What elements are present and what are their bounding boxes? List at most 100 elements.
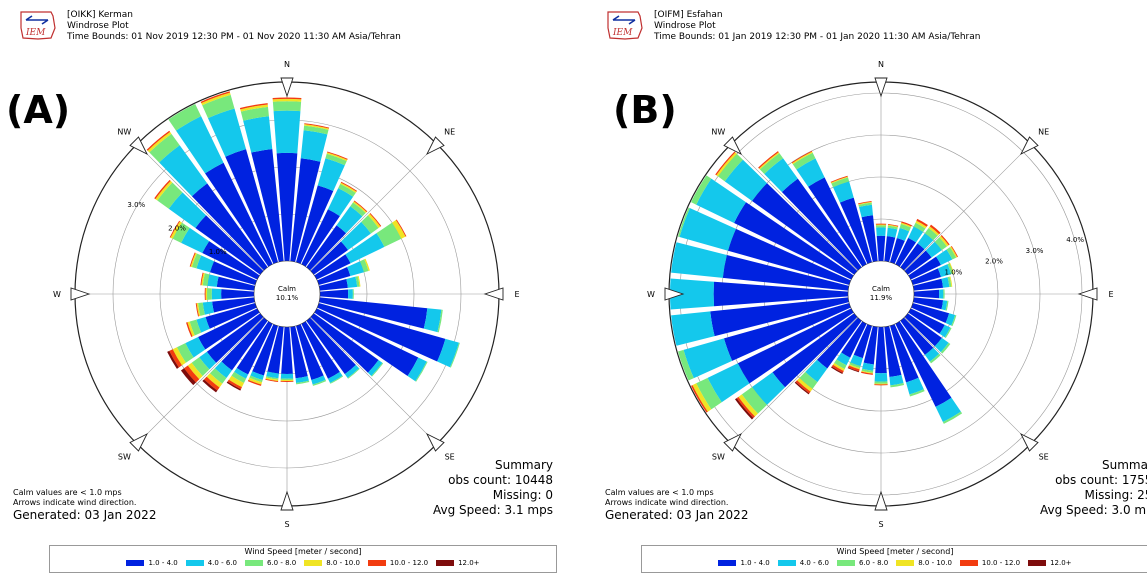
windrose-bar-340-3 [201, 92, 231, 106]
windrose-bar-0-0 [276, 152, 298, 262]
windrose-bar-210-1 [234, 367, 249, 379]
header-text: [OIKK] Kerman Windrose Plot Time Bounds:… [67, 10, 401, 43]
windrose-bar-210-0 [236, 321, 273, 375]
compass-label-nw: NW [117, 127, 131, 136]
windrose-bar-320-3 [147, 131, 172, 153]
windrose-bar-230-1 [199, 351, 217, 370]
windrose-bar-10-3 [887, 224, 899, 228]
windrose-bar-50-3 [939, 235, 949, 247]
windrose-bar-280-3 [201, 272, 205, 286]
compass-label-sw: SW [118, 453, 131, 462]
legend-items: 1.0 - 4.0 4.0 - 6.0 6.0 - 8.0 8.0 - 10.0 10.… [642, 559, 1147, 567]
legend-label: 8.0 - 10.0 [918, 559, 952, 567]
windrose-bar-120-1 [407, 357, 427, 382]
windrose-bar-50-2 [361, 215, 379, 234]
compass-arrow-icon [70, 287, 91, 301]
legend-item: 12.0+ [436, 559, 480, 567]
windrose-bar-230-2 [741, 387, 768, 414]
compass-arrow-icon [723, 136, 742, 155]
windrose-bar-280-2 [202, 273, 210, 286]
windrose-bar-210-5 [831, 366, 843, 375]
windrose-bar-300-3 [170, 221, 182, 239]
avg-speed: Avg Speed: 3.0 mps [1040, 503, 1147, 517]
windrose-bar-70-0 [317, 266, 351, 286]
legend-label: 1.0 - 4.0 [740, 559, 770, 567]
iem-logo: IEM [18, 8, 58, 44]
legend-swatch [185, 560, 204, 566]
windrose-bar-140-0 [306, 317, 356, 375]
windrose-bar-80-0 [318, 278, 348, 291]
grid-spoke [310, 317, 438, 445]
generated-date: Generated: 03 Jan 2022 [13, 508, 157, 522]
compass-arrow-icon [280, 490, 294, 511]
windrose-bar-200-4 [848, 365, 860, 372]
windrose-bar-330-0 [205, 162, 273, 267]
compass-label-nw: NW [711, 127, 725, 136]
windrose-bar-60-3 [392, 219, 406, 239]
windrose-bar-60-4 [395, 219, 407, 237]
windrose-bar-200-1 [850, 354, 863, 367]
windrose-bar-50-1 [340, 221, 371, 250]
time-bounds: Time Bounds: 01 Nov 2019 12:30 PM - 01 N… [67, 32, 401, 42]
windrose-bar-20-2 [325, 153, 347, 166]
windrose-bar-40-3 [928, 226, 940, 236]
windrose-bar-80-3 [357, 275, 361, 287]
windrose-bar-290-0 [728, 228, 851, 286]
windrose-bar-10-1 [300, 130, 328, 162]
windrose-bar-240-0 [198, 308, 260, 350]
calm-label: Calm [872, 285, 890, 293]
windrose-bar-230-3 [738, 394, 758, 417]
windrose-bar-120-0 [314, 308, 419, 376]
windrose-bar-250-4 [186, 322, 193, 338]
windrose-bar-260-1 [671, 311, 715, 346]
windrose-bar-20-1 [896, 227, 910, 241]
windrose-bar-320-4 [758, 151, 779, 169]
legend-swatch [718, 560, 737, 566]
compass-label-w: W [53, 290, 61, 299]
windrose-bar-290-0 [210, 261, 257, 286]
grid-spoke [730, 317, 858, 445]
windrose-bar-0-2 [875, 225, 887, 228]
windrose-bar-40-1 [336, 206, 363, 234]
windrose-bar-110-0 [317, 302, 446, 362]
footer-notes: Calm values are < 1.0 mps Arrows indicat… [13, 488, 156, 522]
legend-item: 8.0 - 10.0 [896, 559, 952, 567]
plot-type: Windrose Plot [67, 21, 129, 31]
windrose-bar-290-1 [679, 208, 736, 251]
legend-item: 8.0 - 10.0 [304, 559, 360, 567]
calm-circle [253, 260, 321, 328]
windrose-bar-120-1 [939, 324, 951, 338]
windrose-bar-190-2 [861, 368, 874, 373]
windrose-bar-150-0 [895, 321, 952, 407]
calm-note: Calm values are < 1.0 mps [605, 488, 714, 497]
windrose-bar-290-2 [677, 207, 691, 237]
ring-label: 4.0% [1066, 236, 1084, 244]
compass-arrow-icon [874, 490, 888, 511]
windrose-bar-320-4 [146, 130, 171, 151]
legend-item: 6.0 - 8.0 [836, 559, 888, 567]
compass-arrow-icon [483, 287, 504, 301]
windrose-bar-180-1 [874, 372, 888, 382]
windrose-bar-330-2 [792, 152, 816, 170]
legend-swatch [126, 560, 145, 566]
windrose-bar-270-0 [221, 289, 255, 299]
windrose-bar-230-0 [206, 313, 264, 363]
windrose-bar-240-0 [737, 308, 854, 384]
windrose-bar-220-0 [817, 317, 862, 369]
compass-arrow-icon [129, 136, 148, 155]
windrose-bar-50-3 [367, 213, 381, 228]
windrose-bar-280-0 [216, 276, 256, 291]
windrose-bar-310-1 [168, 192, 207, 228]
generated-date: Generated: 03 Jan 2022 [605, 508, 749, 522]
windrose-bar-70-2 [947, 263, 954, 275]
windrose-bar-20-0 [889, 237, 905, 264]
windrose-bar-220-3 [206, 373, 223, 388]
windrose-bar-10-4 [304, 123, 330, 129]
windrose-bar-200-2 [249, 375, 263, 383]
windrose-bar-50-4 [369, 212, 382, 227]
windrose-bar-220-2 [799, 371, 818, 389]
windrose-bar-240-4 [691, 385, 708, 413]
windrose-bar-340-4 [200, 91, 231, 104]
time-bounds: Time Bounds: 01 Jan 2019 12:30 PM - 01 J… [654, 32, 981, 42]
